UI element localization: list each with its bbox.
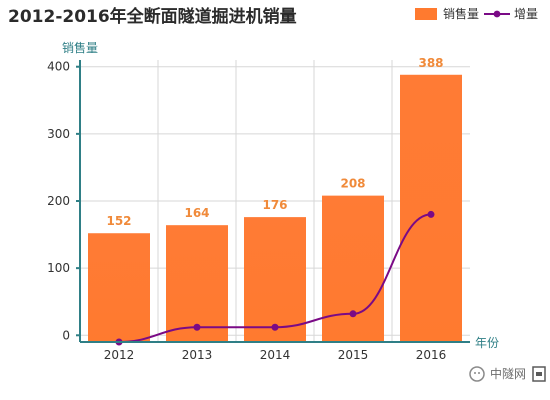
wechat-icon-dot-left xyxy=(474,372,476,374)
x-tick-label-2014: 2014 xyxy=(260,348,291,362)
chart-title: 2012-2016年全断面隧道掘进机销量 xyxy=(8,6,297,27)
legend-line-label: 增量 xyxy=(514,7,538,21)
bar-value-label-2013: 164 xyxy=(184,206,209,220)
bar-2015 xyxy=(322,195,384,342)
legend-bar-label: 销售量 xyxy=(443,6,479,21)
increment-point-2015 xyxy=(349,310,357,318)
tick-labels: 0 100 200 300 400 2012 2013 2014 2015 2016 xyxy=(47,60,446,362)
increment-point-2016 xyxy=(427,210,435,218)
increment-line xyxy=(118,213,432,343)
increment-point-2013 xyxy=(193,323,201,331)
legend: 销售量 增量 xyxy=(415,6,538,21)
bar-value-label-2012: 152 xyxy=(106,214,131,228)
bar-value-labels: 152 164 176 208 388 xyxy=(106,56,443,228)
axes xyxy=(76,60,470,343)
bar-2016 xyxy=(400,74,462,343)
x-tick-label-2013: 2013 xyxy=(182,348,213,362)
legend-bar-swatch xyxy=(415,8,437,20)
bar-value-label-2014: 176 xyxy=(262,198,287,212)
wechat-icon-dot-right xyxy=(478,372,480,374)
increment-point-2014 xyxy=(271,323,279,331)
x-tick-label-2015: 2015 xyxy=(338,348,369,362)
bar-value-label-2015: 208 xyxy=(340,177,365,191)
y-tick-label-100: 100 xyxy=(47,261,70,275)
x-tick-label-2012: 2012 xyxy=(104,348,135,362)
watermark-text: 中隧网 xyxy=(490,366,526,381)
bar-2014 xyxy=(244,217,306,342)
y-tick-label-200: 200 xyxy=(47,194,70,208)
bar-series xyxy=(88,74,462,343)
x-tick-label-2016: 2016 xyxy=(416,348,447,362)
y-axis-label: 销售量 xyxy=(62,40,98,55)
y-tick-label-0: 0 xyxy=(62,328,70,342)
y-tick-label-300: 300 xyxy=(47,127,70,141)
bar-2012 xyxy=(88,233,150,342)
bar-2013 xyxy=(166,225,228,342)
y-tick-label-400: 400 xyxy=(47,60,70,74)
bar-value-label-2016: 388 xyxy=(418,56,443,70)
wechat-icon xyxy=(469,366,485,382)
watermark: 中隧网 xyxy=(469,366,546,382)
legend-line-marker xyxy=(493,10,501,18)
watermark-logo-inner xyxy=(536,372,542,376)
watermark-logo-box xyxy=(532,366,546,382)
x-axis-label: 年份 xyxy=(475,336,499,350)
